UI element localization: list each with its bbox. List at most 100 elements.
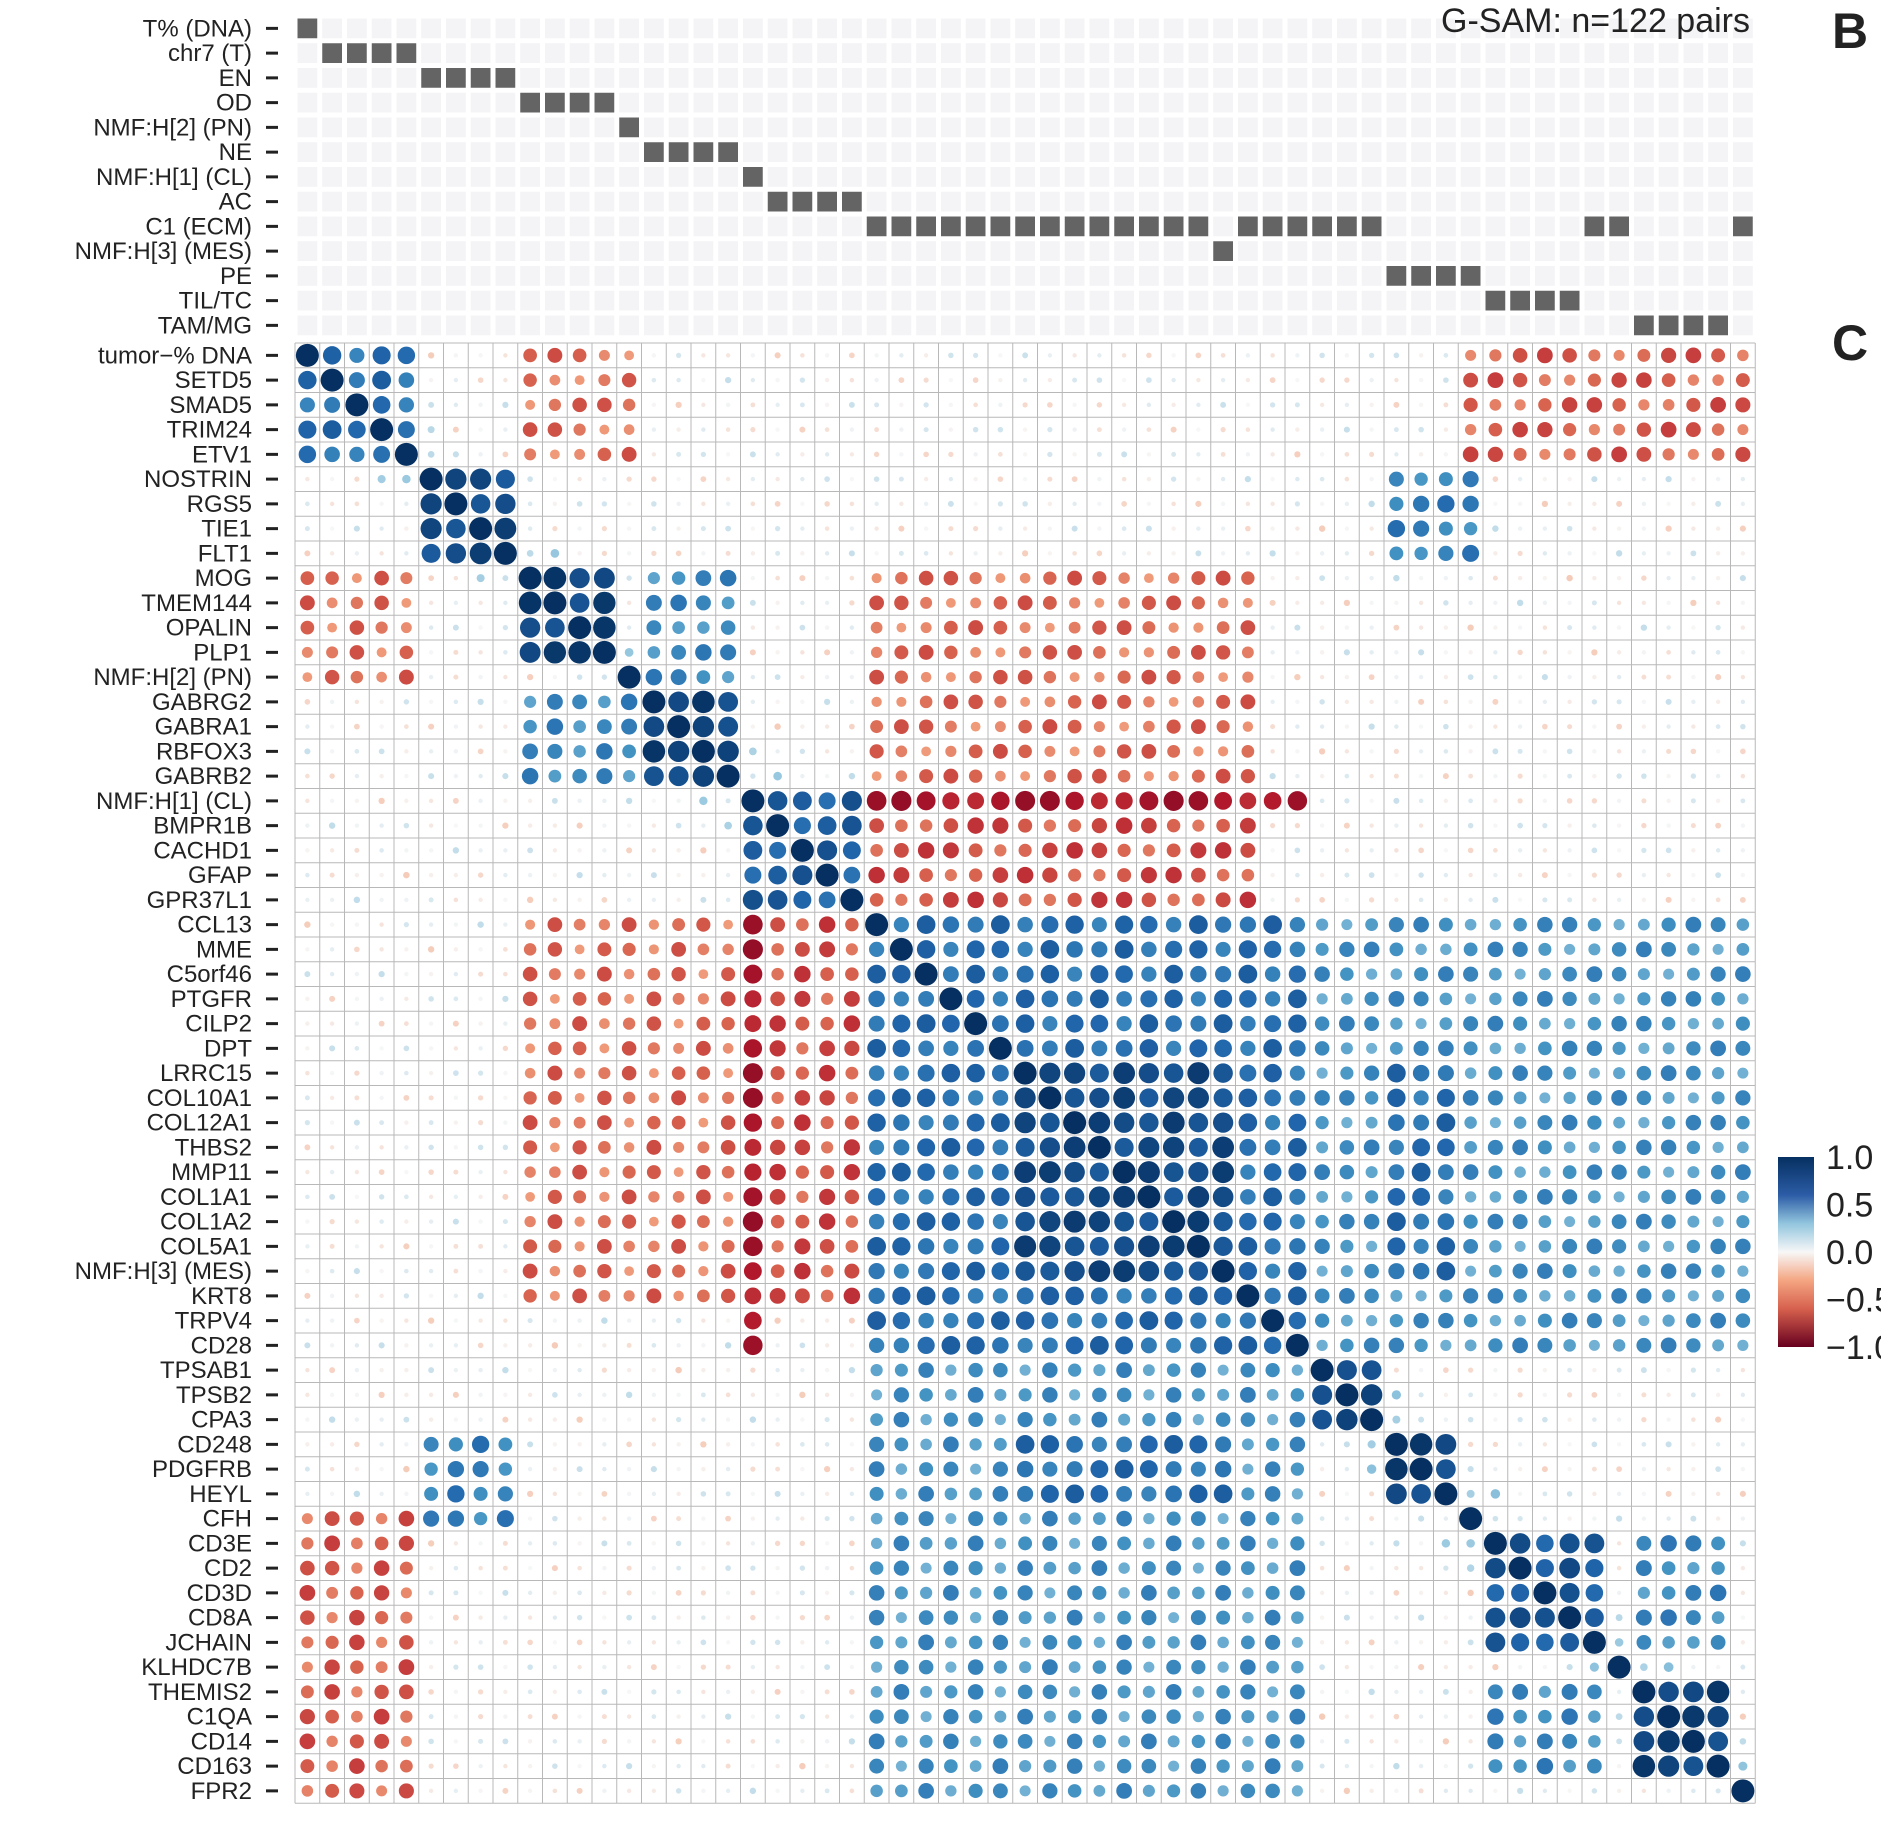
correlation-dot bbox=[626, 1565, 632, 1571]
annotation-cell-off bbox=[446, 92, 466, 113]
annotation-cell-on bbox=[1238, 216, 1258, 237]
correlation-dot bbox=[849, 575, 855, 581]
correlation-dot bbox=[1715, 872, 1722, 879]
correlation-dot bbox=[968, 1635, 983, 1650]
annotation-cell-off bbox=[1708, 191, 1728, 212]
correlation-dot bbox=[398, 372, 415, 388]
annotation-cell-off bbox=[1634, 68, 1654, 88]
correlation-dot bbox=[1171, 526, 1176, 531]
correlation-dot bbox=[626, 1318, 632, 1323]
correlation-dot bbox=[1188, 1162, 1209, 1183]
correlation-dot bbox=[621, 917, 637, 933]
correlation-dot bbox=[1467, 1416, 1474, 1423]
correlation-dot bbox=[1020, 771, 1031, 782]
correlation-dot bbox=[893, 1114, 910, 1131]
correlation-dot bbox=[473, 1511, 488, 1526]
correlation-dot bbox=[1467, 1639, 1474, 1646]
annotation-cell-off bbox=[569, 191, 590, 212]
annotation-cell-off bbox=[941, 191, 961, 212]
correlation-dot bbox=[720, 644, 737, 661]
correlation-dot bbox=[651, 1318, 657, 1323]
correlation-dot bbox=[1443, 600, 1449, 606]
correlation-dot bbox=[1089, 1087, 1110, 1108]
correlation-dot bbox=[502, 1366, 509, 1374]
correlation-dot bbox=[1022, 501, 1028, 507]
annotation-cell-off bbox=[1485, 68, 1506, 88]
correlation-dot bbox=[1115, 965, 1133, 983]
correlation-dot bbox=[1242, 1611, 1254, 1624]
correlation-dot bbox=[1485, 1557, 1506, 1579]
correlation-dot bbox=[1143, 720, 1155, 733]
annotation-cell-off bbox=[644, 43, 664, 63]
annotation-cell-off bbox=[1436, 191, 1456, 212]
correlation-dot bbox=[918, 1362, 934, 1378]
correlation-dot bbox=[399, 1759, 413, 1773]
correlation-dot bbox=[793, 817, 811, 835]
correlation-dot bbox=[794, 941, 810, 957]
correlation-dot bbox=[478, 402, 483, 408]
correlation-dot bbox=[1715, 1416, 1722, 1423]
correlation-dot bbox=[1369, 526, 1374, 531]
correlation-dot bbox=[1289, 1708, 1306, 1725]
correlation-dot bbox=[1013, 1061, 1037, 1085]
correlation-dot bbox=[1418, 897, 1424, 903]
correlation-dot bbox=[869, 744, 884, 759]
correlation-dot bbox=[596, 1238, 612, 1254]
correlation-dot bbox=[404, 551, 409, 556]
correlation-dot bbox=[527, 1516, 533, 1521]
correlation-dot bbox=[1166, 1659, 1182, 1675]
correlation-dot bbox=[423, 1510, 440, 1527]
correlation-dot bbox=[796, 1042, 809, 1055]
correlation-dot bbox=[774, 723, 781, 730]
annotation-cell-off bbox=[1386, 18, 1407, 39]
correlation-dot bbox=[503, 1392, 508, 1398]
correlation-dot bbox=[626, 847, 633, 854]
correlation-dot bbox=[1588, 349, 1601, 362]
annotation-cell-on bbox=[594, 92, 615, 113]
correlation-dot bbox=[1542, 848, 1548, 853]
correlation-dot bbox=[1736, 1141, 1749, 1154]
annotation-cell-off bbox=[619, 167, 639, 187]
correlation-dot bbox=[1290, 1734, 1305, 1749]
correlation-dot bbox=[1018, 1536, 1033, 1551]
correlation-dot bbox=[1316, 1190, 1329, 1203]
annotation-cell-off bbox=[619, 142, 639, 162]
annotation-cell-off bbox=[1188, 167, 1209, 187]
correlation-dot bbox=[1710, 1114, 1726, 1131]
annotation-cell-off bbox=[1040, 18, 1060, 39]
correlation-dot bbox=[894, 1437, 909, 1452]
correlation-dot bbox=[824, 1541, 830, 1546]
correlation-dot bbox=[701, 1565, 706, 1571]
annotation-cell-off bbox=[594, 191, 615, 212]
correlation-dot bbox=[1091, 1040, 1108, 1057]
correlation-dot bbox=[1294, 451, 1301, 458]
correlation-dot bbox=[943, 1238, 959, 1254]
annotation-cell-off bbox=[693, 117, 714, 138]
correlation-dot bbox=[799, 1540, 806, 1547]
correlation-dot bbox=[849, 476, 855, 482]
correlation-dot bbox=[1063, 1210, 1086, 1233]
correlation-dot bbox=[523, 1239, 538, 1254]
correlation-dot bbox=[698, 1117, 709, 1128]
correlation-dot bbox=[891, 1162, 911, 1182]
correlation-dot bbox=[1394, 600, 1399, 606]
correlation-dot bbox=[478, 1565, 483, 1571]
annotation-cell-off bbox=[941, 241, 961, 261]
correlation-dot bbox=[329, 551, 335, 556]
correlation-dot bbox=[1488, 1264, 1502, 1278]
color-scale-tick-label: −0.5 bbox=[1826, 1282, 1881, 1320]
annotation-cell-off bbox=[1188, 315, 1209, 336]
correlation-dot bbox=[447, 1460, 465, 1478]
correlation-dot bbox=[1418, 823, 1424, 828]
annotation-cell-off bbox=[1436, 43, 1456, 63]
correlation-dot bbox=[725, 848, 731, 853]
correlation-dot bbox=[1731, 1779, 1755, 1803]
correlation-dot bbox=[991, 1311, 1010, 1330]
correlation-dot bbox=[1368, 723, 1375, 730]
correlation-dot bbox=[1710, 1040, 1726, 1057]
correlation-dot bbox=[329, 724, 335, 729]
correlation-dot bbox=[453, 1194, 459, 1200]
annotation-cell-off bbox=[965, 290, 986, 311]
annotation-cell-off bbox=[842, 43, 862, 63]
correlation-dot bbox=[523, 1017, 537, 1030]
